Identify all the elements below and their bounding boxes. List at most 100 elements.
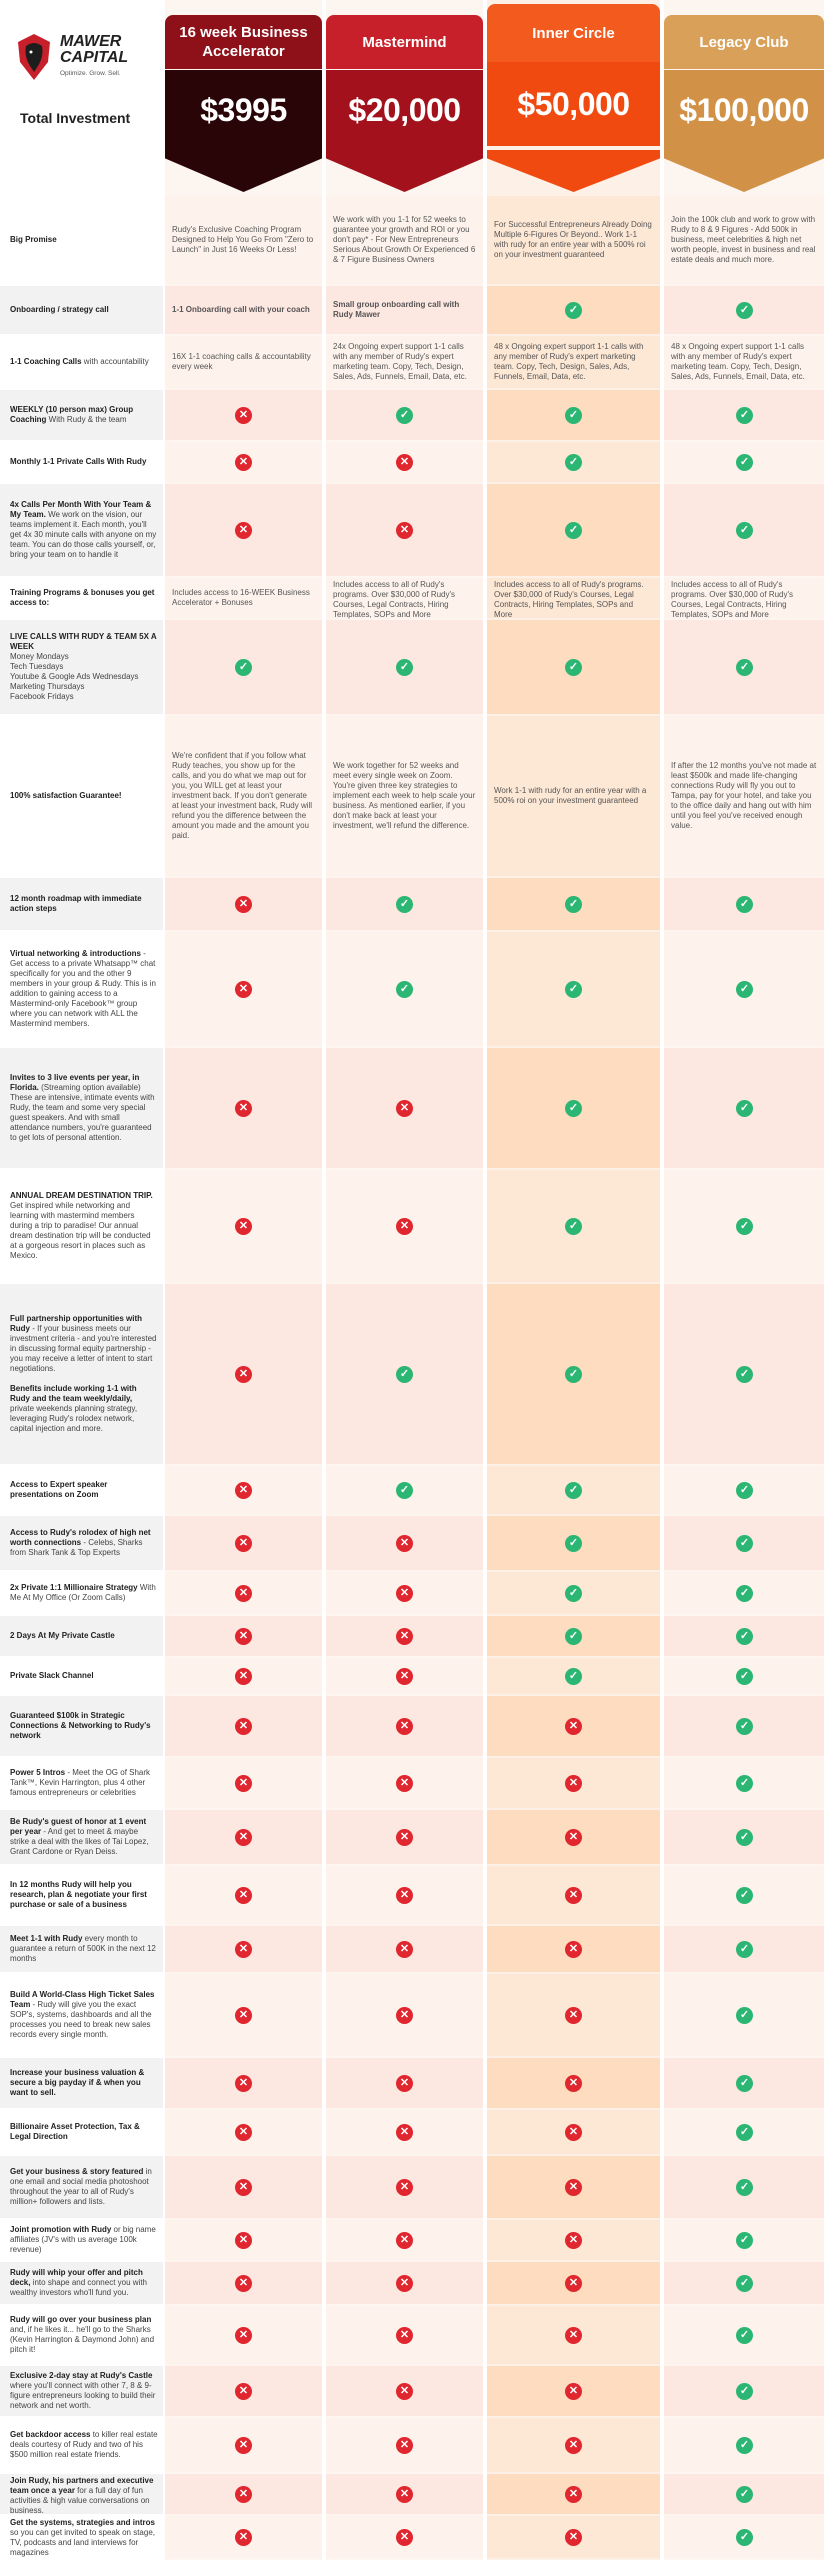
- check-icon: ✓: [736, 2123, 753, 2141]
- check-icon: ✓: [736, 1217, 753, 1235]
- cross-icon: ✕: [235, 1365, 252, 1383]
- plan-feature-text: Includes access to all of Rudy's program…: [494, 580, 644, 619]
- cross-icon: ✕: [235, 2123, 252, 2141]
- price-arrow-inner-circle: [487, 150, 660, 192]
- cross-icon: ✕: [235, 2528, 252, 2546]
- row-background: [0, 1616, 163, 1656]
- row-background: [0, 932, 163, 1046]
- cross-icon: ✕: [565, 2528, 582, 2546]
- check-icon: ✓: [565, 453, 582, 471]
- row-background: [0, 1926, 163, 1972]
- plan-feature-text: We work with you 1-1 for 52 weeks to gua…: [333, 215, 476, 264]
- table-row: 1-1 Coaching Calls with accountability 16…: [0, 336, 824, 388]
- table-row: WEEKLY (10 person max) Group Coaching Wi…: [0, 390, 824, 440]
- cross-icon: ✕: [396, 1099, 413, 1117]
- cross-icon: ✕: [565, 2074, 582, 2092]
- brand-name: MAWER CAPITAL: [60, 33, 129, 66]
- row-background: [326, 578, 483, 618]
- row-background: [0, 1866, 163, 1924]
- table-row: 12 month roadmap with immediate action s…: [0, 878, 824, 930]
- cross-icon: ✕: [396, 1667, 413, 1685]
- row-background: [0, 620, 163, 714]
- check-icon: ✓: [565, 301, 582, 319]
- cross-icon: ✕: [235, 1774, 252, 1792]
- feature-label: 12 month roadmap with immediate action s…: [10, 894, 142, 913]
- plan-title-inner-circle: Inner Circle: [487, 4, 660, 62]
- feature-label: Meet 1-1 with Rudy every month to guaran…: [10, 1934, 156, 1963]
- row-background: [0, 1048, 163, 1168]
- check-icon: ✓: [736, 1534, 753, 1552]
- row-background: [326, 286, 483, 334]
- cross-icon: ✕: [565, 1828, 582, 1846]
- cross-icon: ✕: [235, 2382, 252, 2400]
- cross-icon: ✕: [565, 2123, 582, 2141]
- check-icon: ✓: [736, 453, 753, 471]
- brand-tagline: Optimize. Grow. Sell.: [60, 70, 121, 77]
- feature-label: Full partnership opportunities with Rudy…: [10, 1314, 157, 1433]
- check-icon: ✓: [396, 895, 413, 913]
- cross-icon: ✕: [565, 2231, 582, 2249]
- row-background: [0, 1516, 163, 1570]
- row-background: [0, 2110, 163, 2154]
- row-background: [0, 1974, 163, 2056]
- check-icon: ✓: [396, 1481, 413, 1499]
- row-background: [0, 2306, 163, 2364]
- cross-icon: ✕: [235, 2006, 252, 2024]
- check-icon: ✓: [736, 1627, 753, 1645]
- check-icon: ✓: [736, 1717, 753, 1735]
- check-icon: ✓: [736, 980, 753, 998]
- cross-icon: ✕: [565, 1940, 582, 1958]
- plan-title-mastermind: Mastermind: [326, 15, 483, 69]
- cross-icon: ✕: [565, 2436, 582, 2454]
- feature-label: Exclusive 2-day stay at Rudy's Castle wh…: [10, 2371, 156, 2410]
- cross-icon: ✕: [235, 1481, 252, 1499]
- feature-label: Virtual networking & introductions - Get…: [10, 949, 156, 1028]
- table-row: Get your business & story featured in on…: [0, 2156, 824, 2218]
- feature-label: LIVE CALLS WITH RUDY & TEAM 5X A WEEK Mon…: [10, 632, 157, 701]
- feature-label: Get your business & story featured in on…: [10, 2167, 152, 2206]
- check-icon: ✓: [565, 1584, 582, 1602]
- check-icon: ✓: [565, 1667, 582, 1685]
- check-icon: ✓: [736, 1584, 753, 1602]
- plan-feature-text: Small group onboarding call with Rudy Ma…: [333, 300, 460, 319]
- cross-icon: ✕: [235, 1828, 252, 1846]
- row-background: [0, 286, 163, 334]
- row-background: [0, 336, 163, 388]
- cross-icon: ✕: [396, 1534, 413, 1552]
- row-background: [165, 286, 322, 334]
- check-icon: ✓: [736, 1365, 753, 1383]
- check-icon: ✓: [565, 895, 582, 913]
- check-icon: ✓: [736, 1099, 753, 1117]
- row-background: [0, 1658, 163, 1694]
- check-icon: ✓: [736, 1667, 753, 1685]
- cross-icon: ✕: [235, 1217, 252, 1235]
- plan-title-accelerator: 16 week Business Accelerator: [165, 15, 322, 69]
- check-icon: ✓: [736, 2274, 753, 2292]
- cross-icon: ✕: [235, 2074, 252, 2092]
- check-icon: ✓: [736, 301, 753, 319]
- row-background: [0, 2474, 163, 2514]
- check-icon: ✓: [736, 521, 753, 539]
- row-background: [0, 2220, 163, 2260]
- cross-icon: ✕: [396, 2178, 413, 2196]
- table-row: ANNUAL DREAM DESTINATION TRIP. Get inspi…: [0, 1170, 824, 1282]
- price-arrow-mastermind: [326, 150, 483, 192]
- check-icon: ✓: [565, 1627, 582, 1645]
- table-row: 100% satisfaction Guarantee! We're confid…: [0, 716, 824, 876]
- row-background: [0, 1170, 163, 1282]
- cross-icon: ✕: [396, 2436, 413, 2454]
- row-background: [664, 336, 824, 388]
- table-row: In 12 months Rudy will help you research…: [0, 1866, 824, 1924]
- check-icon: ✓: [565, 980, 582, 998]
- feature-label: Get the systems, strategies and intros s…: [10, 2518, 155, 2557]
- row-background: [0, 2156, 163, 2218]
- plan-feature-text: If after the 12 months you've not made a…: [671, 761, 817, 830]
- cross-icon: ✕: [396, 1886, 413, 1904]
- table-row: Rudy will go over your business plan and…: [0, 2306, 824, 2364]
- cross-icon: ✕: [235, 980, 252, 998]
- feature-label: Get backdoor access to killer real estat…: [10, 2430, 158, 2459]
- plan-feature-text: 48 x Ongoing expert support 1-1 calls wi…: [671, 342, 805, 381]
- feature-label: Access to Expert speaker presentations o…: [10, 1480, 108, 1499]
- cross-icon: ✕: [235, 2436, 252, 2454]
- cross-icon: ✕: [565, 2485, 582, 2503]
